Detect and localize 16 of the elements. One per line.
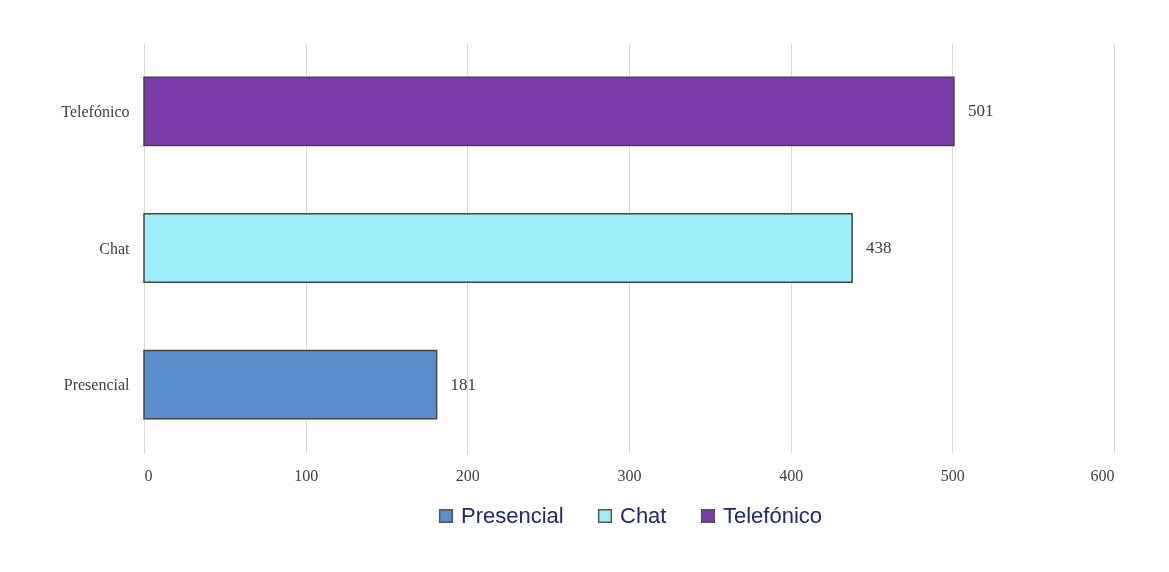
legend-label: Presencial — [461, 503, 564, 528]
y-tick-label: Telefónico — [61, 102, 130, 120]
data-label: 181 — [450, 374, 477, 394]
x-tick-label: 400 — [779, 466, 804, 484]
x-tick-label: 300 — [617, 466, 642, 484]
x-tick-label: 0 — [144, 466, 153, 484]
legend-label: Telefónico — [723, 503, 823, 528]
x-tick-label: 200 — [455, 466, 480, 484]
y-tick-label: Presencial — [63, 376, 131, 394]
data-label: 438 — [866, 238, 892, 257]
legend-label: Chat — [620, 503, 667, 528]
x-tick-label: 100 — [294, 466, 319, 484]
x-tick-label: 600 — [1090, 466, 1115, 484]
x-tick-label: 500 — [940, 466, 965, 484]
y-tick-label: Chat — [99, 239, 131, 257]
data-label: 501 — [967, 101, 994, 121]
